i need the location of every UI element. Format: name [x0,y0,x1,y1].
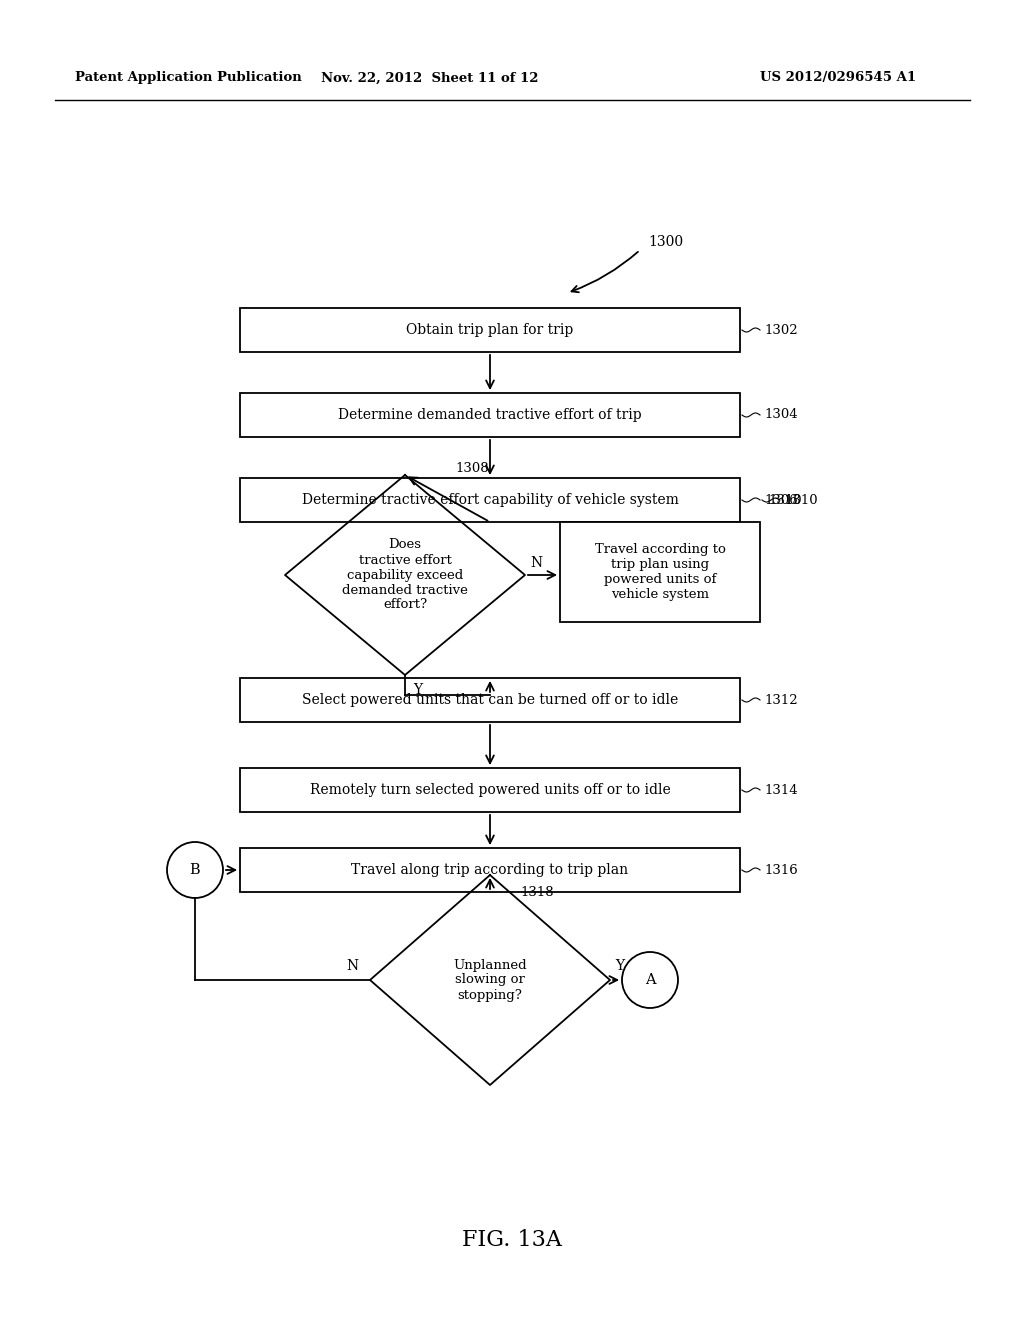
Text: 1302: 1302 [764,323,798,337]
Text: Obtain trip plan for trip: Obtain trip plan for trip [407,323,573,337]
Bar [240,678,740,722]
Circle shape [622,952,678,1008]
Text: N: N [530,556,542,570]
Text: Determine tractive effort capability of vehicle system: Determine tractive effort capability of … [301,492,679,507]
Text: N: N [346,960,358,973]
Text: 1310: 1310 [768,494,802,507]
Text: 1308: 1308 [455,462,488,474]
Text: Does
tractive effort
capability exceed
demanded tractive
effort?: Does tractive effort capability exceed d… [342,539,468,611]
Bar [240,847,740,892]
Text: 1316: 1316 [764,863,798,876]
Text: US 2012/0296545 A1: US 2012/0296545 A1 [760,71,916,84]
Text: Unplanned
slowing or
stopping?: Unplanned slowing or stopping? [454,958,526,1002]
Text: Determine demanded tractive effort of trip: Determine demanded tractive effort of tr… [338,408,642,422]
Text: Y: Y [413,682,422,697]
Text: 1314: 1314 [764,784,798,796]
Text: Travel according to
trip plan using
powered units of
vehicle system: Travel according to trip plan using powe… [595,543,725,601]
Text: A: A [645,973,655,987]
Text: Select powered units that can be turned off or to idle: Select powered units that can be turned … [302,693,678,708]
Text: Nov. 22, 2012  Sheet 11 of 12: Nov. 22, 2012 Sheet 11 of 12 [322,71,539,84]
Text: 1318: 1318 [520,887,554,899]
Text: Patent Application Publication: Patent Application Publication [75,71,302,84]
Bar [240,308,740,352]
Text: 1304: 1304 [764,408,798,421]
Bar [240,393,740,437]
Text: 1312: 1312 [764,693,798,706]
Circle shape [167,842,223,898]
Text: B: B [189,863,201,876]
Text: Y: Y [615,960,624,973]
Text: 1300: 1300 [648,235,683,249]
Bar [560,521,760,622]
Text: Remotely turn selected powered units off or to idle: Remotely turn selected powered units off… [309,783,671,797]
Text: 1310: 1310 [784,494,817,507]
Bar [240,768,740,812]
Bar [240,478,740,521]
Text: FIG. 13A: FIG. 13A [462,1229,562,1251]
Text: Travel along trip according to trip plan: Travel along trip according to trip plan [351,863,629,876]
Text: 1306: 1306 [764,494,798,507]
